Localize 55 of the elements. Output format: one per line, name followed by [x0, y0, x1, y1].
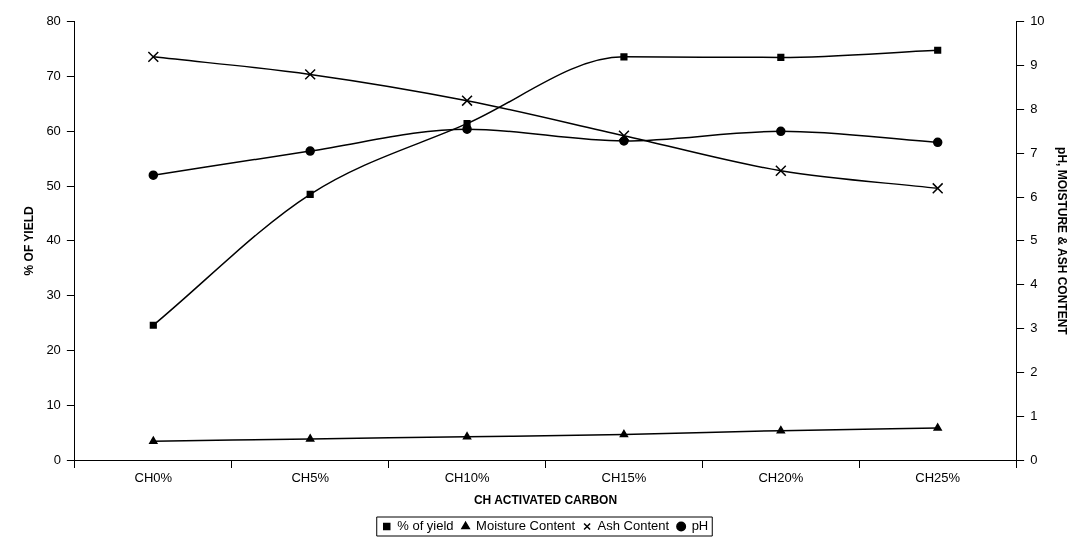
legend-label: % of yield	[397, 518, 454, 534]
point	[776, 425, 786, 434]
point	[775, 165, 787, 177]
point	[147, 51, 159, 63]
y2-tick-label: 3	[1030, 320, 1038, 336]
legend-label: Moisture Content	[476, 518, 576, 534]
point	[306, 190, 314, 198]
point	[148, 170, 159, 180]
point	[461, 94, 473, 107]
point	[305, 146, 315, 156]
y2-tick-label: 7	[1030, 144, 1038, 160]
y-tick-label: 20	[46, 342, 61, 358]
point	[932, 137, 943, 148]
y-tick-label: 80	[46, 13, 61, 29]
x-tick-label: CH5%	[291, 470, 330, 486]
y-tick-label: 60	[46, 122, 61, 138]
y2-tick-label: 2	[1030, 363, 1038, 379]
x-axis-title: CH ACTIVATED CARBON	[473, 493, 618, 508]
point	[619, 429, 629, 438]
point	[934, 46, 942, 54]
point	[620, 53, 628, 61]
y2-tick-label: 5	[1030, 232, 1038, 248]
x-tick-label: CH20%	[758, 470, 804, 486]
legend-label: pH	[691, 518, 709, 534]
legend-label: Ash Content	[597, 518, 670, 534]
x-tick-label: CH0%	[134, 470, 173, 486]
y2-tick-label: 0	[1030, 451, 1038, 467]
point	[149, 321, 157, 329]
x-tick-label: CH25%	[915, 470, 961, 486]
x-tick-label: CH15%	[601, 470, 647, 486]
y2-tick-label: 1	[1030, 407, 1038, 423]
y-tick-label: 30	[46, 287, 61, 303]
x-tick-label: CH10%	[444, 470, 490, 486]
y-tick-label: 40	[46, 232, 61, 248]
point	[304, 68, 316, 81]
point	[305, 434, 315, 442]
y2-tick-label: 10	[1030, 13, 1045, 29]
point	[932, 182, 944, 195]
y2-tick-label: 9	[1030, 57, 1038, 73]
point	[776, 126, 786, 137]
y-axis-title: % OF YIELD	[21, 206, 36, 276]
y-tick-label: 50	[46, 177, 61, 193]
point	[149, 436, 158, 444]
y2-tick-label: 6	[1030, 188, 1038, 204]
y2-tick-label: 8	[1030, 101, 1038, 117]
y2-tick-label: 4	[1030, 276, 1038, 292]
point	[777, 53, 785, 61]
point	[462, 432, 472, 440]
point	[618, 130, 630, 142]
point	[463, 120, 471, 128]
y-tick-label: 70	[46, 68, 61, 84]
point	[933, 423, 942, 431]
y-tick-label: 0	[53, 451, 61, 467]
y-tick-label: 10	[46, 396, 61, 412]
y2-axis-title: pH, MOISTURE & ASH CONTENT	[1055, 147, 1070, 336]
